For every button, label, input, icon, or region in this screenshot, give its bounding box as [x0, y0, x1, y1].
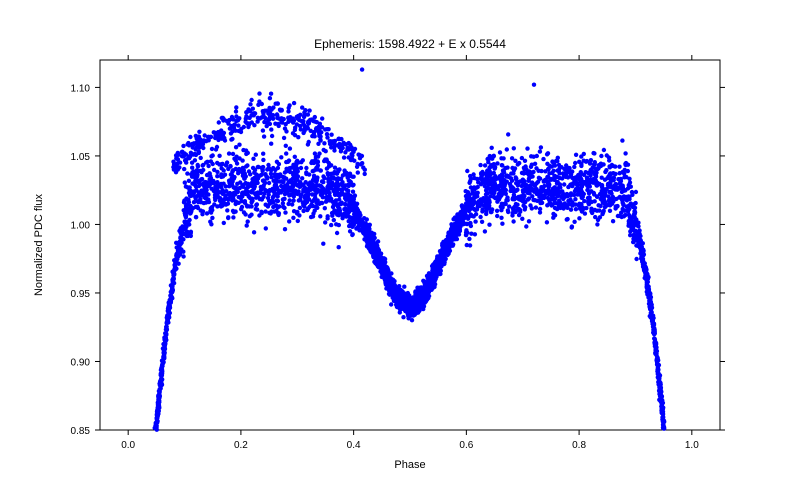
plot-background [100, 60, 720, 430]
svg-text:1.0: 1.0 [685, 440, 699, 451]
svg-text:1.00: 1.00 [71, 220, 91, 231]
chart-title: Ephemeris: 1598.4922 + E x 0.5544 [314, 37, 506, 51]
svg-text:0.85: 0.85 [71, 426, 91, 437]
y-axis-label: Normalized PDC flux [33, 193, 45, 296]
chart-container: 0.0 0.2 0.4 0.6 0.8 1.0 0.85 0.90 0.95 1.00 1.05 1… [0, 0, 800, 500]
svg-text:1.05: 1.05 [71, 152, 91, 163]
svg-text:0.0: 0.0 [121, 440, 135, 451]
svg-text:0.6: 0.6 [459, 440, 473, 451]
svg-text:1.10: 1.10 [71, 83, 91, 94]
svg-text:0.90: 0.90 [71, 357, 91, 368]
svg-text:0.4: 0.4 [347, 440, 361, 451]
svg-text:0.8: 0.8 [572, 440, 586, 451]
svg-text:0.2: 0.2 [234, 440, 248, 451]
x-axis-label: Phase [394, 459, 425, 471]
scatter-chart: 0.0 0.2 0.4 0.6 0.8 1.0 0.85 0.90 0.95 1.00 1.05 1… [0, 0, 800, 500]
svg-text:0.95: 0.95 [71, 289, 91, 300]
